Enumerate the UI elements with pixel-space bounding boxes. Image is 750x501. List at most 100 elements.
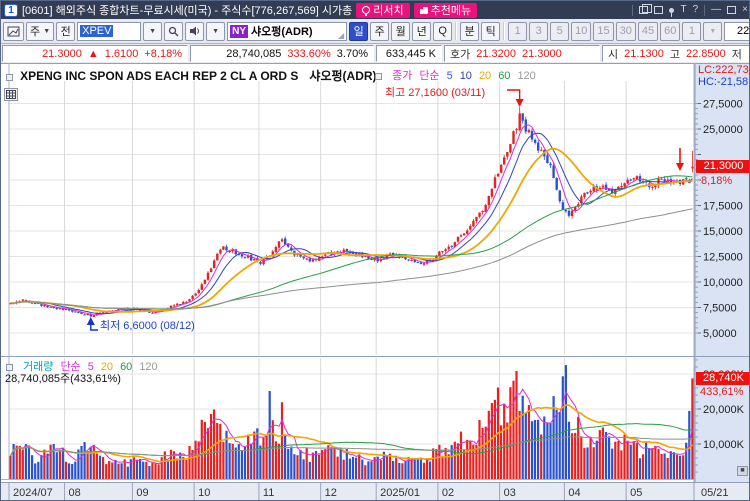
svg-text:10: 10 xyxy=(198,487,210,499)
legend-item: 60 xyxy=(120,361,133,373)
volume-bars xyxy=(9,365,694,479)
recommend-menu-button[interactable]: 추천메뉴 xyxy=(413,2,478,18)
bid-price: 21.3000 xyxy=(522,47,562,60)
svg-text:17,5000: 17,5000 xyxy=(703,201,743,213)
period-button-3[interactable]: 년 xyxy=(412,21,432,41)
chevron-down-icon: ▼ xyxy=(709,27,717,35)
period-button-0[interactable]: 일 xyxy=(349,21,369,41)
annotation-high: 최고 27,1600 (03/11) xyxy=(385,87,486,99)
window-title: [0601] 해외주식 종합차트-무료시세(미국) - 주식수[776,267,… xyxy=(22,5,353,17)
current-price-marker: 21,3000 xyxy=(696,160,749,173)
chevron-down-icon: ▼ xyxy=(43,27,51,35)
table-icon xyxy=(6,90,16,99)
minute-button-2[interactable]: 5 xyxy=(550,21,570,41)
maximize-button[interactable] xyxy=(727,6,737,14)
price-volume-chart[interactable]: 27,5000 25,0000 17,5000 15,0000 12,5000 10,00… xyxy=(1,63,750,501)
svg-text:12: 12 xyxy=(325,487,337,499)
open-price: 21.1300 xyxy=(624,47,664,60)
legend-item: 종가 xyxy=(392,70,413,82)
svg-text:10,000K: 10,000K xyxy=(703,439,745,451)
resize-grip-icon: ◢ xyxy=(337,30,345,40)
volume-ma-legend: 거래량 단순 5 20 60 120 xyxy=(6,358,172,374)
legend-chip[interactable] xyxy=(375,72,382,80)
cascade-windows-icon[interactable] xyxy=(654,6,664,14)
svg-text:5,0000: 5,0000 xyxy=(703,328,737,340)
legend-chip[interactable] xyxy=(6,73,13,81)
ask-price: 21.3200 xyxy=(476,47,517,60)
quote-info-bar: 21.3000 ▲ 1.6100 +8.18% 28,740,085 333.6… xyxy=(1,44,749,63)
price-change-pct: +8.18% xyxy=(144,47,182,60)
minute-dropdown-button[interactable]: ▼ xyxy=(703,21,723,41)
legend-item: 5 xyxy=(446,70,453,82)
svg-text:2025/01: 2025/01 xyxy=(380,487,420,499)
minute-button-3[interactable]: 10 xyxy=(571,21,592,41)
svg-text:08: 08 xyxy=(69,487,81,499)
type-button-1[interactable]: 틱 xyxy=(481,21,501,41)
bar-count-input[interactable]: 222 xyxy=(724,21,750,41)
text-tool-icon[interactable]: T xyxy=(680,4,687,15)
period-button-1[interactable]: 주 xyxy=(370,21,390,41)
minute-button-5[interactable]: 30 xyxy=(615,21,636,41)
research-button[interactable]: 리서치 xyxy=(356,2,410,18)
volume-value: 28,740,085 xyxy=(226,47,282,60)
sound-button[interactable] xyxy=(185,21,205,41)
minimize-button[interactable]: — xyxy=(711,4,722,15)
search-button[interactable] xyxy=(164,21,184,41)
chart-area: 27,5000 25,0000 17,5000 15,0000 12,5000 10,00… xyxy=(1,63,750,501)
period-button-2[interactable]: 월 xyxy=(391,21,411,41)
stock-name: 샤오펑(ADR) xyxy=(251,26,313,38)
chevron-down-icon: ▼ xyxy=(212,27,220,35)
new-chart-window-button[interactable] xyxy=(3,21,24,41)
legend-item: 60 xyxy=(498,70,511,82)
type-button-0[interactable]: 분 xyxy=(460,21,480,41)
window-controls: T ? — × xyxy=(632,4,748,17)
svg-text:7,5000: 7,5000 xyxy=(703,303,737,315)
period-button-4[interactable]: Q xyxy=(433,21,453,41)
legend-chip[interactable] xyxy=(6,363,13,371)
minute-button-7[interactable]: 60 xyxy=(660,21,681,41)
data-table-button[interactable] xyxy=(4,88,18,101)
symbol-input-value: XPEV xyxy=(80,25,114,37)
stock-name-field[interactable]: NY 샤오펑(ADR) ◢ xyxy=(227,21,348,41)
chevron-down-icon: ▼ xyxy=(149,27,157,35)
symbol-input[interactable]: XPEV xyxy=(77,21,142,41)
symbol-dropdown-button[interactable]: ▼ xyxy=(143,21,163,41)
pane-merge-button[interactable]: ■ xyxy=(737,466,748,476)
svg-text:05/21: 05/21 xyxy=(701,487,729,499)
legend-item: 단순 xyxy=(419,70,440,82)
jeon-button[interactable]: 전 xyxy=(56,21,76,41)
minute-button-4[interactable]: 15 xyxy=(593,21,614,41)
volume-legend-items: 거래량 단순 5 20 60 120 xyxy=(23,361,165,373)
thumbs-up-icon xyxy=(419,6,428,14)
annotation-low: 최저 6,6000 (08/12) xyxy=(100,320,195,332)
pin-icon[interactable] xyxy=(669,7,675,17)
minute-button-0[interactable]: 1 xyxy=(508,21,528,41)
svg-text:2024/07: 2024/07 xyxy=(13,487,53,499)
high-price: 22.8500 xyxy=(686,47,726,60)
svg-text:02: 02 xyxy=(442,487,454,499)
minute-button-6[interactable]: 45 xyxy=(637,21,659,41)
recommend-label: 추천메뉴 xyxy=(430,5,472,17)
close-button[interactable]: × xyxy=(742,4,748,15)
svg-text:10,0000: 10,0000 xyxy=(703,277,743,289)
bar-count-value: 222 xyxy=(737,25,750,37)
current-volume-pct: 433,61% xyxy=(700,386,744,398)
svg-text:05: 05 xyxy=(630,487,642,499)
workspace-number-icon[interactable]: 1 xyxy=(4,3,18,17)
help-icon[interactable]: ? xyxy=(692,4,699,15)
legend-item: 단순 xyxy=(60,361,81,373)
period-combo[interactable]: 주 ▼ xyxy=(26,21,55,41)
svg-text:03: 03 xyxy=(504,487,516,499)
svg-text:20,000K: 20,000K xyxy=(703,404,745,416)
extra-minute-button[interactable]: 1 xyxy=(682,21,702,41)
minute-button-1[interactable]: 3 xyxy=(529,21,549,41)
price-cell: 21.3000 ▲ 1.6100 +8.18% xyxy=(2,45,188,62)
search-icon xyxy=(168,26,179,36)
separator xyxy=(632,4,634,16)
svg-text:12,5000: 12,5000 xyxy=(703,252,743,264)
restore-window-icon[interactable] xyxy=(639,4,653,14)
sound-dropdown-button[interactable]: ▼ xyxy=(206,21,226,41)
current-price-pct: 8,18% xyxy=(701,175,733,187)
